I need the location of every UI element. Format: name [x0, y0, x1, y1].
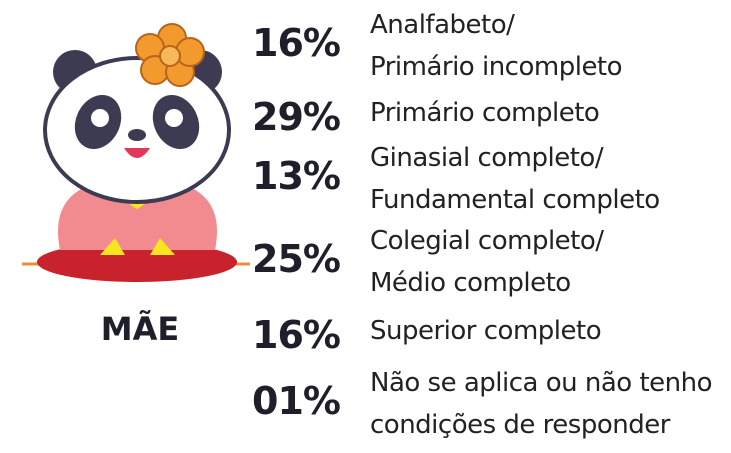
label-line: Superior completo [370, 318, 601, 344]
label-line: Primário completo [370, 100, 599, 126]
label-line: Médio completo [370, 270, 571, 296]
label-line: Ginasial completo/ [370, 145, 603, 171]
label-line: Analfabeto/ [370, 12, 514, 38]
percent: 16% [252, 316, 340, 354]
percent: 01% [252, 382, 340, 420]
figure-label: MÃE [60, 310, 220, 348]
percent: 25% [252, 240, 340, 278]
label-line: Colegial completo/ [370, 228, 604, 254]
percent: 13% [252, 157, 340, 195]
label-line: Primário incompleto [370, 54, 622, 80]
percent: 29% [252, 98, 340, 136]
panda-illustration [0, 0, 260, 300]
infographic: MÃE 16% Analfabeto/Primário incompleto 29%… [0, 0, 731, 453]
label-line: Não se aplica ou não tenho [370, 370, 712, 396]
label-line: Fundamental completo [370, 187, 660, 213]
percent: 16% [252, 24, 340, 62]
label-line: condições de responder [370, 412, 670, 438]
